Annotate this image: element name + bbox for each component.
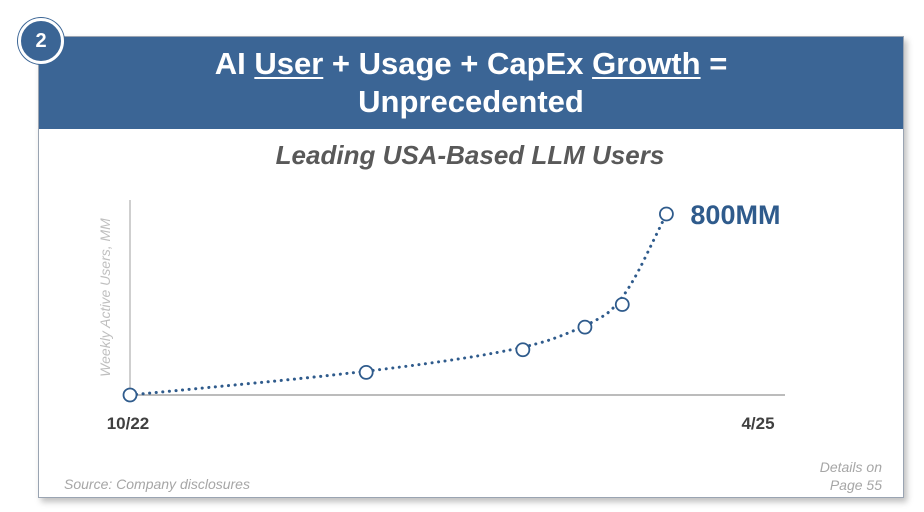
y-axis-title: Weekly Active Users, MM [97, 218, 113, 377]
x-tick-label-end: 4/25 [741, 414, 774, 433]
slide-card: AI User + Usage + CapEx Growth = Unprece… [38, 36, 904, 498]
header-text-growth: Growth [592, 46, 701, 81]
data-point-3 [577, 319, 593, 335]
data-point-0 [122, 387, 138, 403]
header-title-line2: Unprecedented [358, 84, 584, 119]
data-point-5 [659, 206, 674, 222]
x-tick-label-start: 10/22 [107, 414, 150, 433]
series-line [128, 212, 668, 397]
data-points [122, 206, 674, 403]
details-line-1: Details on [819, 459, 882, 475]
header-text-user: User [254, 46, 324, 81]
data-point-2 [515, 342, 531, 358]
data-point-1 [358, 364, 374, 380]
chart-title: Leading USA-Based LLM Users [275, 140, 665, 170]
header-text-usage-capex: + Usage + CapEx [323, 46, 593, 81]
source-note: Source: Company disclosures [64, 476, 250, 492]
header-text-equals: = [700, 46, 728, 81]
header-text-ai: AI [214, 46, 255, 81]
details-note: Details on Page 55 [820, 458, 882, 494]
slide-header: AI User + Usage + CapEx Growth = Unprece… [39, 37, 903, 129]
slide-number-badge: 2 [18, 18, 64, 64]
end-value-label: 800MM [690, 200, 780, 230]
details-line-2: Page 55 [829, 477, 882, 493]
data-point-4 [614, 297, 630, 312]
header-title-line1: AI User + Usage + CapEx Growth = [39, 45, 903, 83]
